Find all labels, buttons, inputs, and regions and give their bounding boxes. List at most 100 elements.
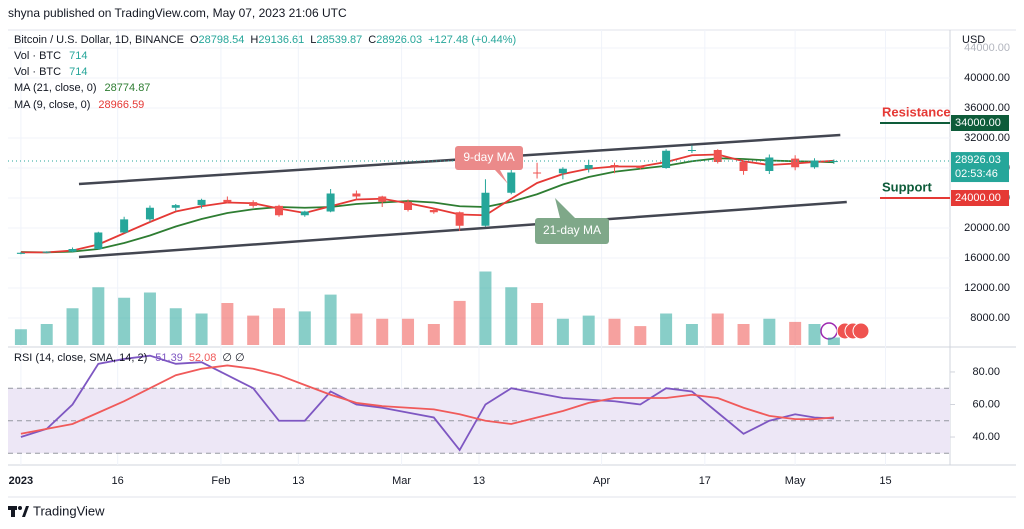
legend-item: C	[368, 34, 376, 46]
legend: MA (21, close, 0) 28774.87	[14, 82, 150, 94]
candle-body	[378, 196, 387, 202]
volume-bar	[737, 324, 750, 345]
volume-bar	[634, 326, 647, 345]
legend-item: 28926.03	[376, 34, 422, 46]
legend-item: 29136.61	[258, 34, 304, 46]
volume-bar	[40, 324, 53, 345]
y-tick-label: 16000.00	[964, 252, 1010, 264]
x-tick-label: Feb	[211, 475, 230, 487]
level-name: Support	[882, 179, 932, 194]
candle-body	[829, 161, 838, 163]
rsi-tick-label: 60.00	[972, 398, 1000, 410]
legend-item: 28539.87	[316, 34, 362, 46]
y-tick-label: 36000.00	[964, 102, 1010, 114]
y-tick-label: 44000.00	[964, 42, 1010, 54]
candle-body	[533, 172, 542, 174]
level-label: 34000.00	[955, 117, 1001, 129]
event-icon	[820, 322, 838, 340]
annotation-text: 21-day MA	[543, 223, 601, 237]
volume-bar	[324, 294, 337, 345]
volume-bar	[14, 329, 27, 345]
rsi-tick-label: 80.00	[972, 366, 1000, 378]
legend-item: MA (21, close, 0)	[14, 82, 97, 94]
volume-bar	[763, 318, 776, 345]
candle-body	[145, 207, 154, 220]
legend-item: 28798.54	[199, 34, 245, 46]
candle-body	[636, 166, 645, 168]
volume-bar	[92, 287, 105, 345]
candle-body	[662, 150, 671, 168]
legend-item: ∅ ∅	[222, 352, 244, 364]
trendline	[78, 200, 847, 259]
x-tick-label: 13	[292, 475, 304, 487]
logo-stem	[11, 506, 15, 517]
candle-body	[94, 232, 103, 249]
candle-body	[481, 192, 490, 226]
legend: Vol · BTC 714	[14, 66, 87, 78]
rsi-line	[20, 354, 834, 452]
annotation-text: 9-day MA	[463, 150, 514, 164]
currency: USD	[962, 34, 985, 46]
candle-body	[507, 172, 516, 193]
volume-bar	[479, 271, 492, 345]
x-tick-label: 13	[473, 475, 485, 487]
candle-body	[171, 205, 180, 208]
volume-bar	[505, 287, 518, 345]
volume-bar	[118, 297, 131, 345]
candle-body	[455, 212, 464, 226]
candle-body	[16, 252, 25, 254]
y-tick-label: 32000.00	[964, 132, 1010, 144]
y-tick-label: 12000.00	[964, 282, 1010, 294]
x-tick-label: 17	[699, 475, 711, 487]
volume-bar	[169, 308, 182, 345]
legend: MA (9, close, 0) 28966.59	[14, 99, 144, 111]
brand: TradingView	[33, 503, 105, 518]
candle-body	[810, 160, 819, 168]
candle-body	[610, 165, 619, 167]
x-tick-label: May	[785, 475, 806, 487]
legend-item: L	[310, 34, 316, 46]
legend-item: MA (9, close, 0)	[14, 99, 90, 111]
legend-item: +127.48 (+0.44%)	[428, 34, 516, 46]
x-tick-label: 2023	[9, 475, 33, 487]
candle-body	[223, 199, 232, 203]
candle-body	[120, 219, 129, 233]
x-tick-label: 15	[879, 475, 891, 487]
countdown: 02:53:46	[955, 168, 998, 180]
candle-body	[42, 251, 51, 253]
legend-item: 28966.59	[98, 99, 144, 111]
legend-item: Vol · BTC	[14, 50, 61, 62]
legend-item: Vol · BTC	[14, 66, 61, 78]
candle-body	[68, 249, 77, 252]
candle-body	[739, 162, 748, 171]
logo-dot	[18, 506, 22, 510]
volume-bar	[827, 337, 840, 345]
volume-bar	[143, 292, 156, 345]
volume-bar	[808, 324, 821, 345]
moving-average	[20, 157, 834, 254]
legend: Vol · BTC 714	[14, 50, 87, 62]
volume-bar	[685, 324, 698, 345]
annotation-box	[535, 218, 609, 244]
volume-bar	[195, 313, 208, 345]
candle-body	[352, 193, 361, 197]
volume-bar	[376, 318, 389, 345]
legend-item: O	[190, 34, 199, 46]
legend-item: 51.39	[155, 352, 183, 364]
legend-item: Bitcoin / U.S. Dollar, 1D, BINANCE	[14, 34, 184, 46]
annotation-arrow	[495, 170, 508, 184]
candle-body	[404, 201, 413, 210]
x-tick-label: Mar	[392, 475, 411, 487]
volume-bar	[272, 308, 285, 345]
candle-body	[713, 150, 722, 162]
volume-bar	[789, 321, 802, 345]
legend-item: 714	[69, 66, 87, 78]
publisher: shyna published on TradingView.com, May …	[8, 6, 347, 20]
legend-item: 714	[69, 50, 87, 62]
candle-body	[687, 150, 696, 151]
logo	[8, 506, 29, 517]
legend: Bitcoin / U.S. Dollar, 1D, BINANCE O28798…	[14, 34, 516, 46]
volume-bar	[660, 313, 673, 345]
volume-bar	[402, 318, 415, 345]
